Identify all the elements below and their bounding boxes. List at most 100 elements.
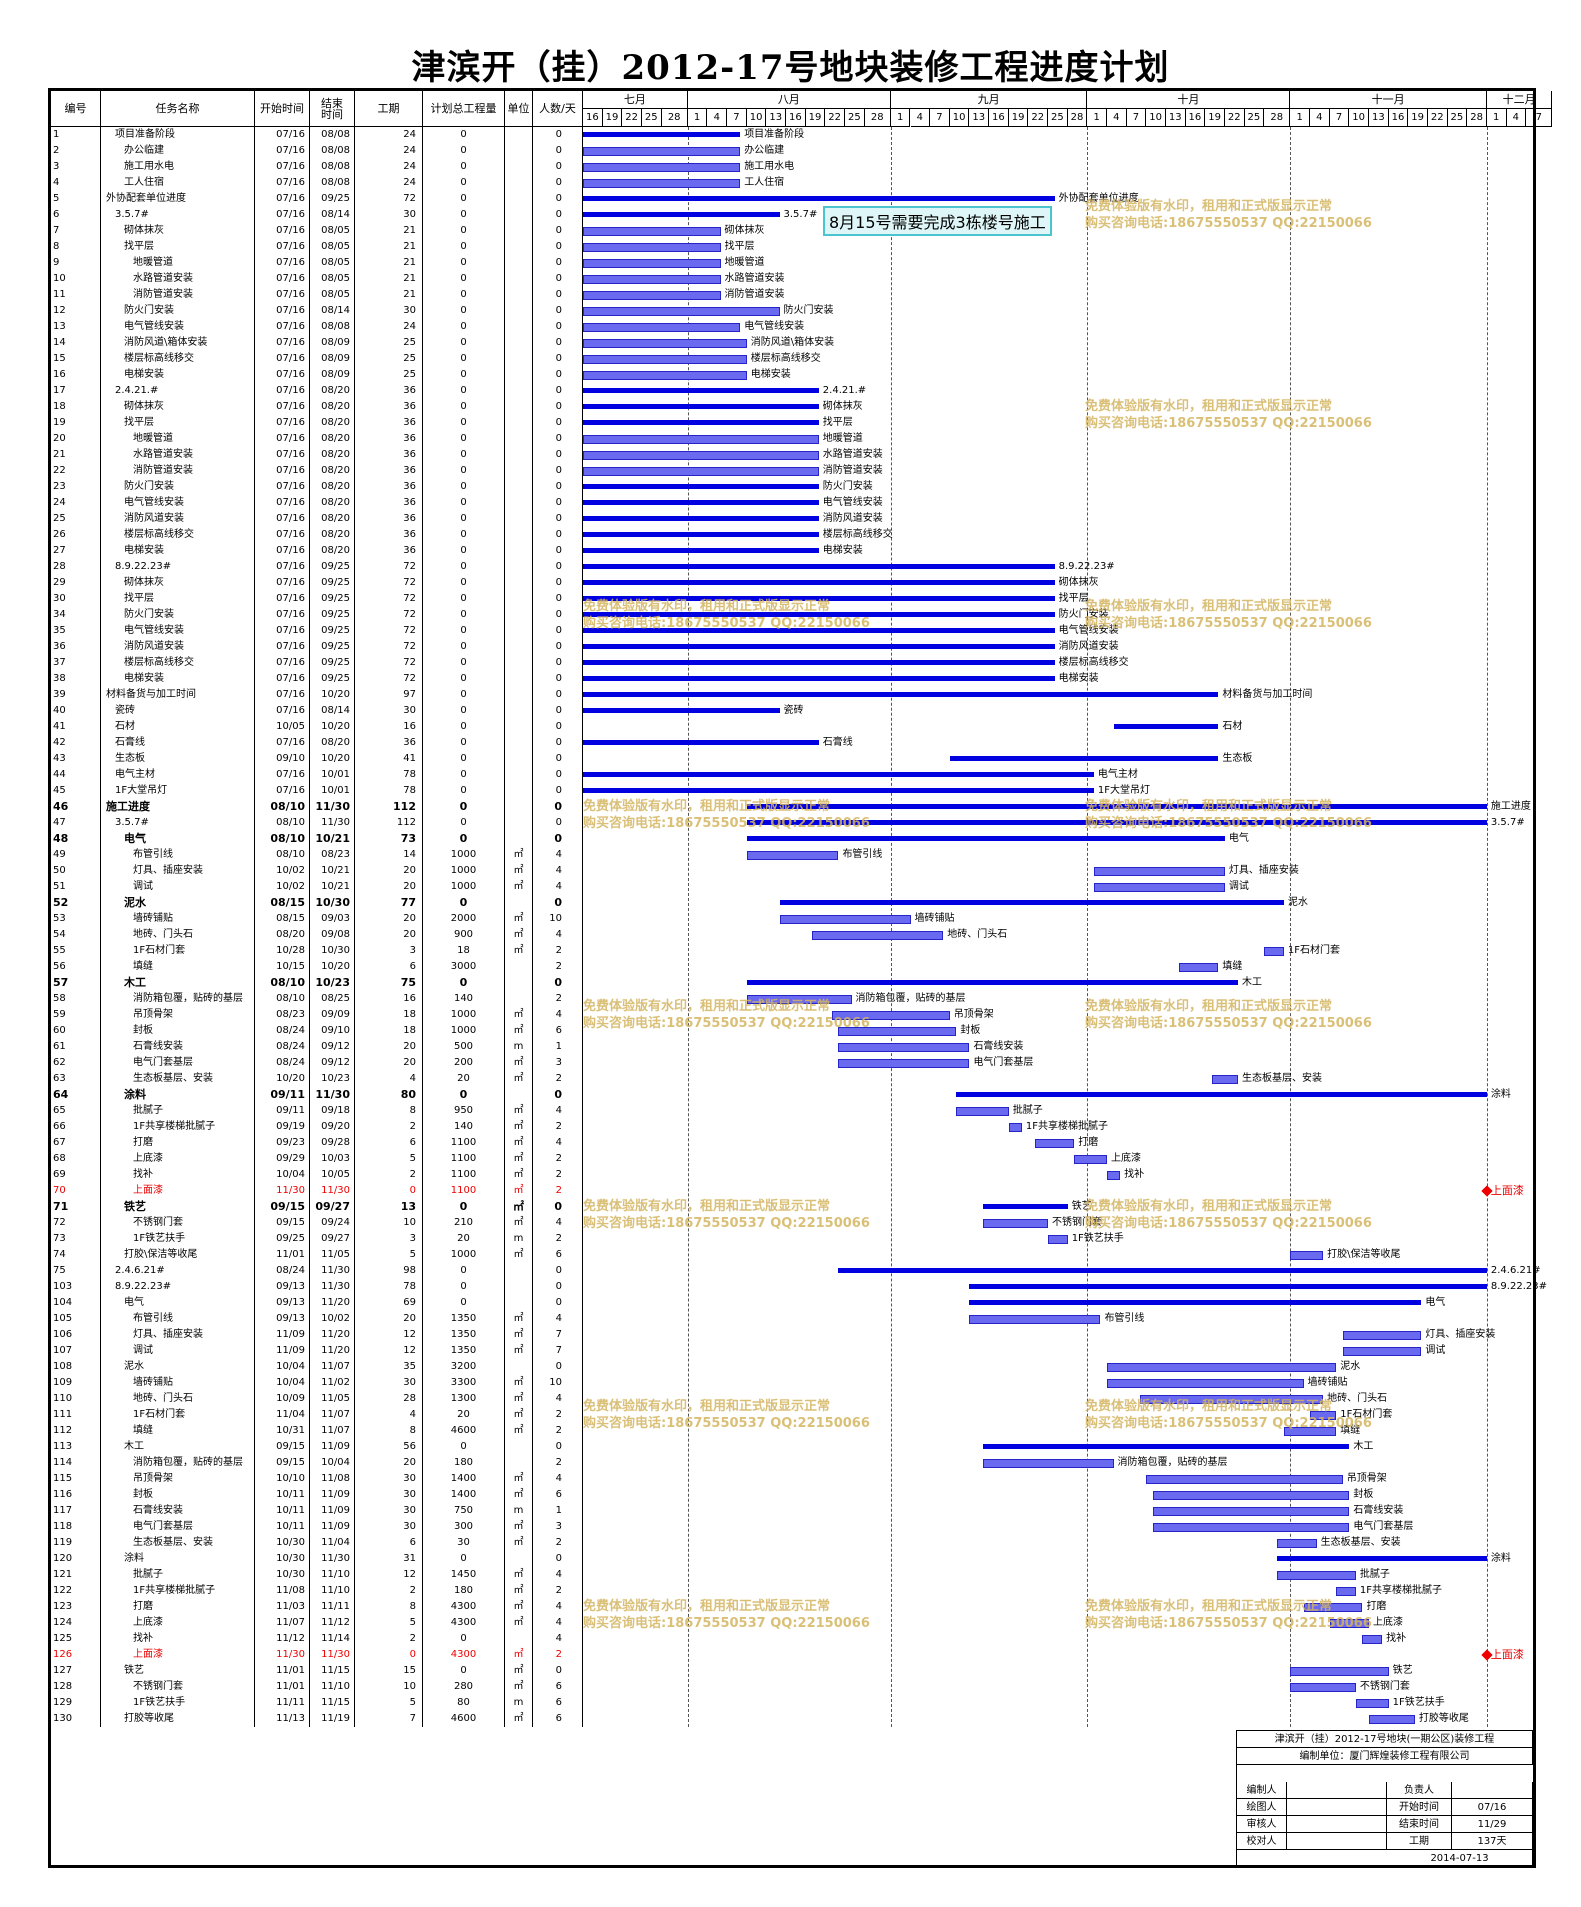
table-row: 112 填缝 10/31 11/07 8 4600 ㎡ 2 [51,1423,583,1439]
cell-name: 防火门安装 [101,479,255,495]
cell-q: 4600 [423,1423,505,1439]
day-label: 7 [1526,109,1553,127]
bar-label: 防火门安装 [822,481,873,492]
cell-name: 上面漆 [101,1647,255,1663]
cell-p: 10 [533,911,583,927]
summary-bar [583,132,741,137]
cell-e: 08/08 [310,127,355,143]
cell-u [505,975,533,991]
table-row: 40 瓷砖 07/16 08/14 30 0 0 [51,703,583,719]
cell-s: 07/16 [255,271,310,287]
cell-p: 2 [533,1167,583,1183]
cell-name: 3.5.7# [101,815,255,831]
cell-d: 2 [355,1631,423,1647]
cell-s: 07/16 [255,175,310,191]
cell-d: 6 [355,1535,423,1551]
cell-u [505,1279,533,1295]
bar-label: 打磨 [1078,1137,1099,1148]
cell-s: 11/01 [255,1247,310,1263]
cell-name: 布管引线 [101,847,255,863]
cell-q: 0 [423,1279,505,1295]
cell-u [505,719,533,735]
cell-s: 07/16 [255,735,310,751]
cell-p: 2 [533,1119,583,1135]
day-label: 19 [805,109,826,127]
task-bar [838,1043,970,1052]
cell-p: 0 [533,383,583,399]
cell-name: 8.9.22.23# [101,1279,255,1295]
bar-label: 找补 [1386,1633,1407,1644]
task-bar [1152,1507,1350,1516]
watermark: 免费体验版有水印，租用和正式版显示正常 购买咨询电话:18675550537 QQ… [583,1398,870,1432]
info-cell [1287,1816,1387,1833]
cell-p: 0 [533,1359,583,1375]
cell-s: 10/31 [255,1423,310,1439]
table-row: 21 水路管道安装 07/16 08/20 36 0 0 [51,447,583,463]
cell-p: 0 [533,143,583,159]
cell-q: 0 [423,127,505,143]
cell-p: 3 [533,1519,583,1535]
task-bar [1290,1683,1356,1692]
bar-label: 工人住宿 [744,177,785,188]
cell-s: 11/03 [255,1599,310,1615]
cell-s: 11/30 [255,1183,310,1199]
cell-s: 07/16 [255,367,310,383]
cell-s: 09/15 [255,1439,310,1455]
task-bar [583,147,741,156]
cell-e: 08/20 [310,399,355,415]
cell-name: 墙砖铺贴 [101,911,255,927]
table-row: 63 生态板基层、安装 10/20 10/23 4 20 ㎡ 2 [51,1071,583,1087]
cell-s: 07/16 [255,287,310,303]
cell-q: 4300 [423,1647,505,1663]
cell-e: 11/20 [310,1295,355,1311]
cell-name: 涂料 [101,1087,255,1103]
cell-id: 72 [51,1215,101,1231]
cell-p: 0 [533,463,583,479]
cell-u [505,687,533,703]
task-bar [956,1107,1009,1116]
cell-s: 07/16 [255,607,310,623]
cell-id: 12 [51,303,101,319]
cell-q: 0 [423,239,505,255]
cell-s: 10/30 [255,1535,310,1551]
cell-e: 11/30 [310,1551,355,1567]
cell-id: 123 [51,1599,101,1615]
cell-s: 10/04 [255,1359,310,1375]
cell-q: 0 [423,447,505,463]
month-label: 九月 [890,91,1088,109]
cell-d: 56 [355,1439,423,1455]
cell-p: 6 [533,1023,583,1039]
cell-d: 30 [355,1519,423,1535]
cell-name: 办公临建 [101,143,255,159]
bar-label: 石膏线 [822,737,853,748]
cell-s: 10/05 [255,719,310,735]
cell-id: 10 [51,271,101,287]
day-label: 19 [1205,109,1225,127]
cell-s: 09/13 [255,1311,310,1327]
bar-label: 防火门安装 [783,305,834,316]
cell-name: 找平层 [101,239,255,255]
cell-p: 2 [533,943,583,959]
header-unit: 单位 [505,91,533,127]
cell-e: 09/25 [310,559,355,575]
cell-name: 消防管道安装 [101,463,255,479]
info-cell [1287,1782,1387,1799]
cell-d: 20 [355,911,423,927]
cell-u [505,399,533,415]
cell-p: 10 [533,1375,583,1391]
summary-bar [583,404,819,409]
table-row: 3 施工用水电 07/16 08/08 24 0 0 [51,159,583,175]
cell-p: 0 [533,591,583,607]
cell-e: 09/25 [310,575,355,591]
cell-d: 36 [355,399,423,415]
cell-u: ㎡ [505,1007,533,1023]
month-label: 十一月 [1290,91,1487,109]
cell-d: 31 [355,1551,423,1567]
table-row: 9 地暖管道 07/16 08/05 21 0 0 [51,255,583,271]
day-label: 19 [1008,109,1029,127]
cell-d: 12 [355,1567,423,1583]
cell-e: 11/04 [310,1535,355,1551]
cell-e: 11/30 [310,1263,355,1279]
bar-label: 填缝 [1222,961,1243,972]
cell-e: 10/30 [310,895,355,911]
